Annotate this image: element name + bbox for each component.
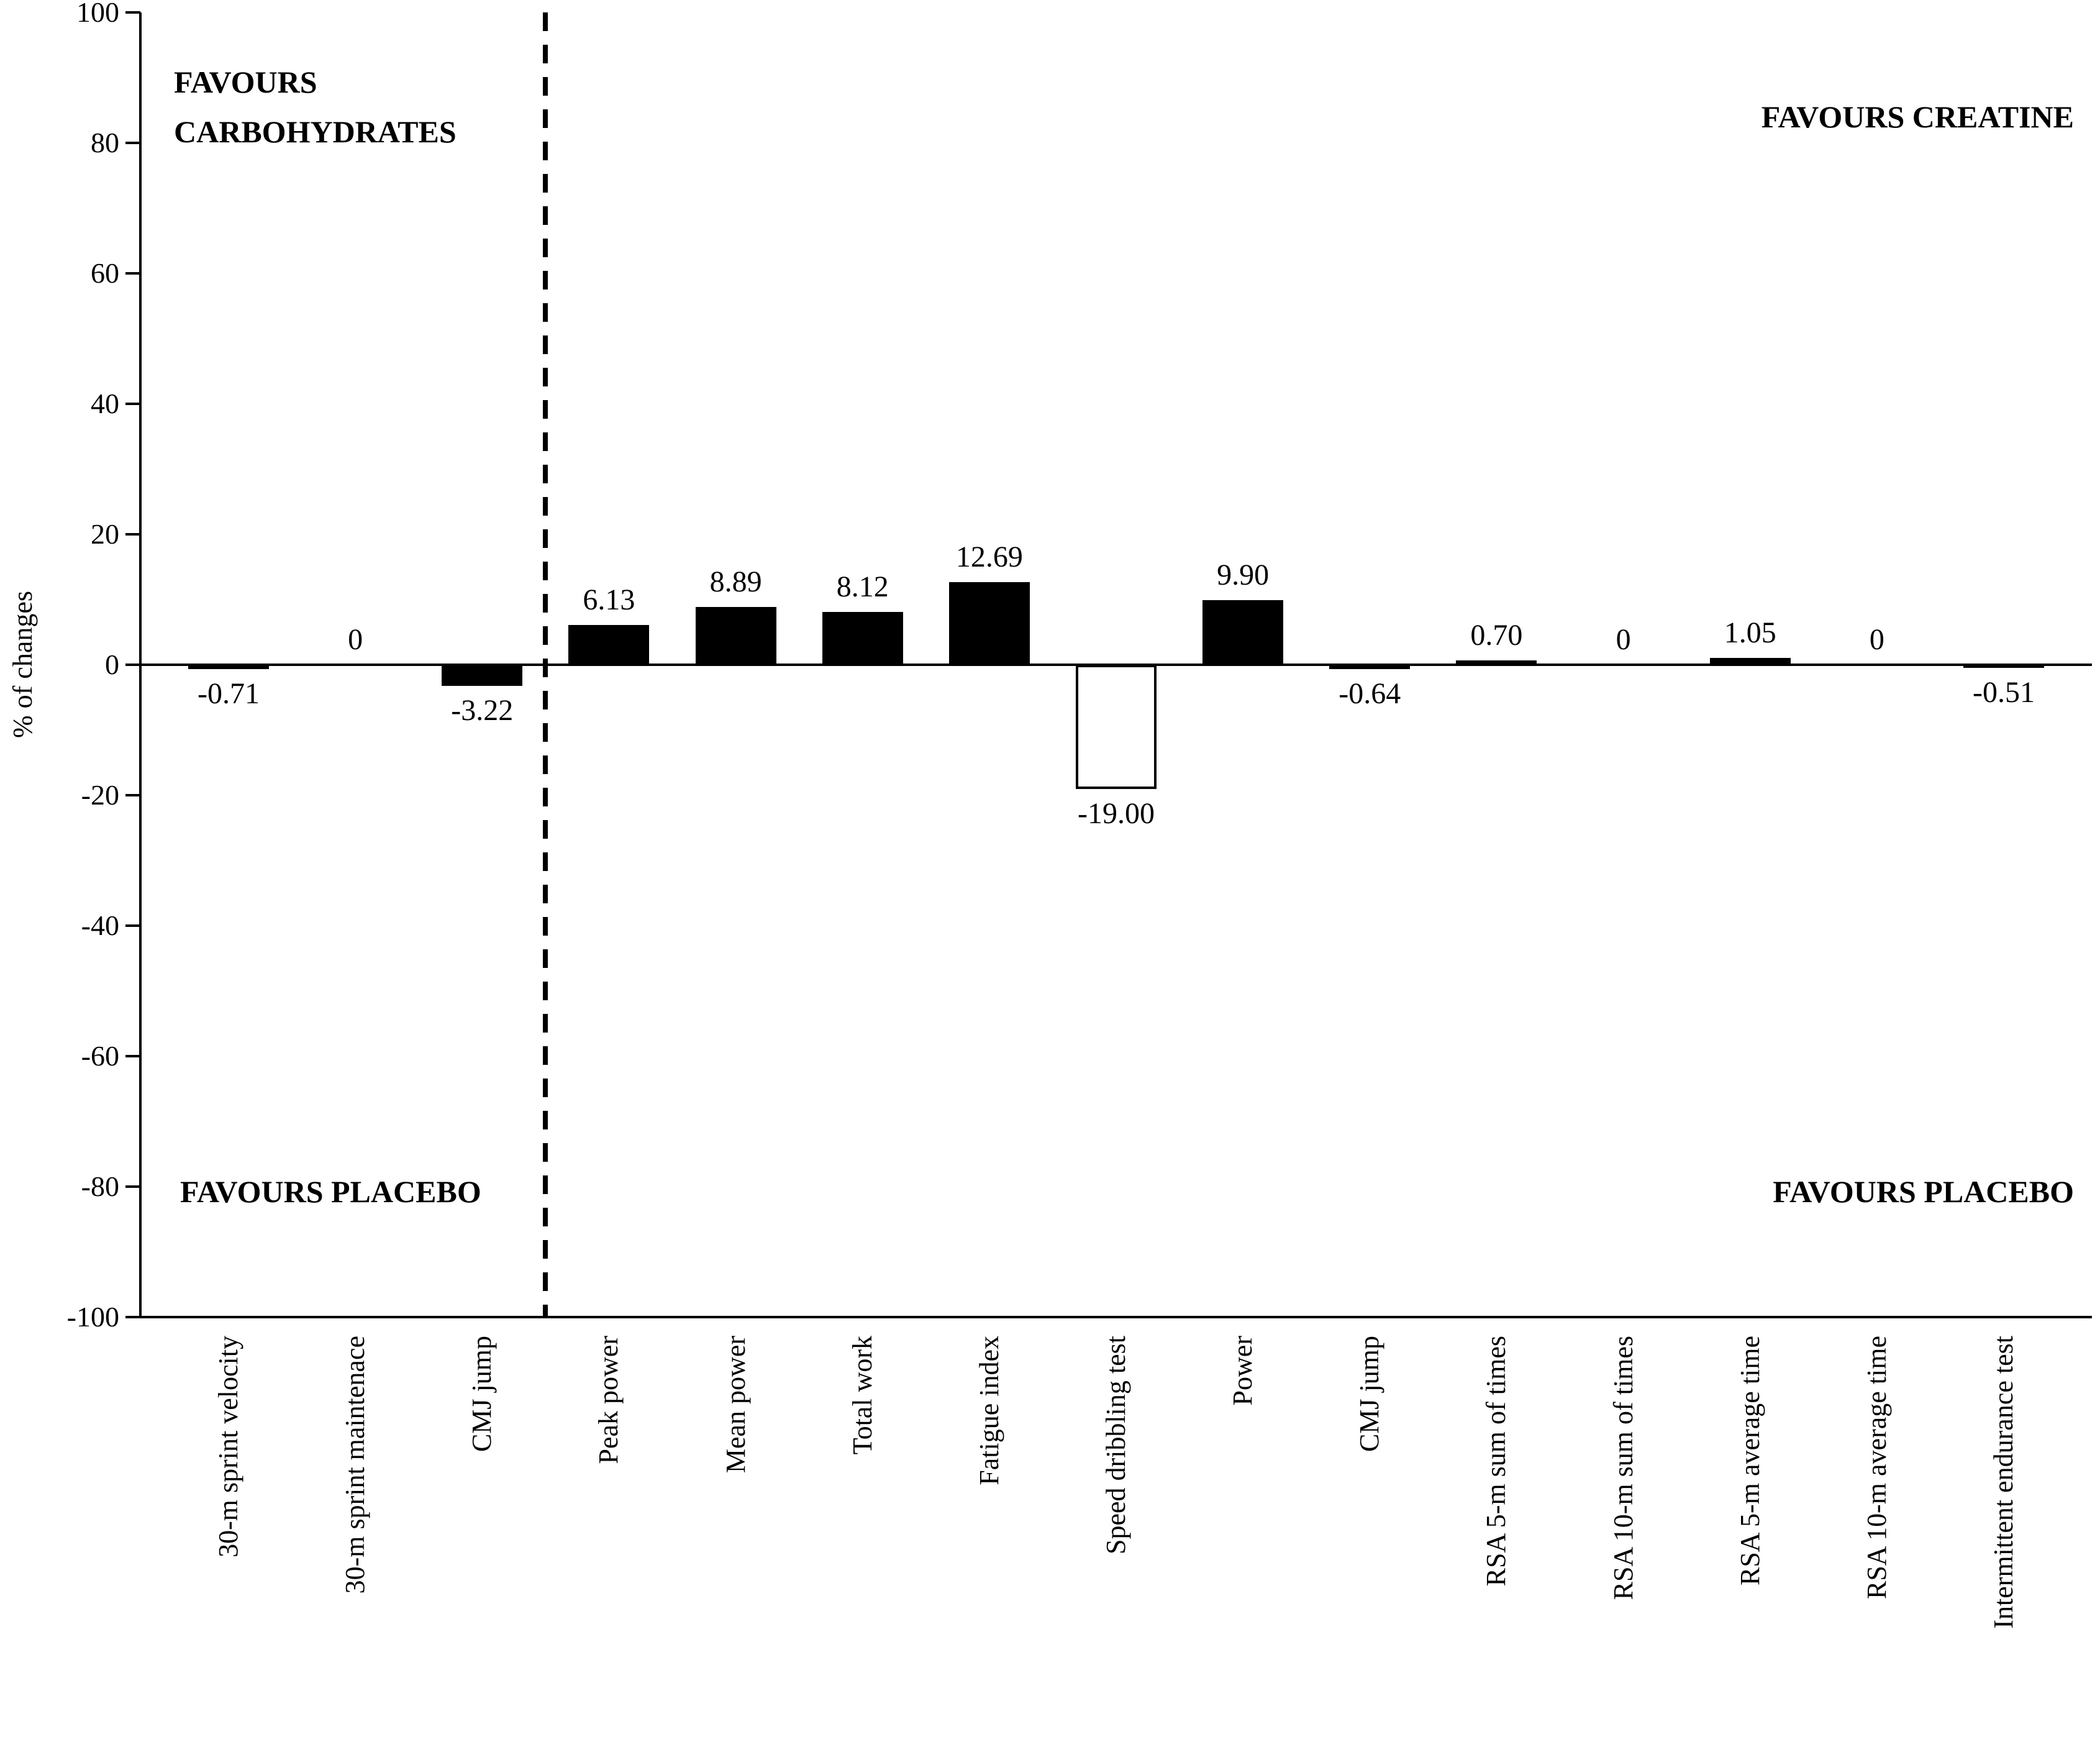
y-tick-mark [125, 533, 140, 536]
y-tick-mark [125, 1055, 140, 1057]
y-tick-label: 60 [91, 257, 119, 289]
value-label: -19.00 [1078, 796, 1155, 830]
x-category-label-text: 30-m sprint velocity [213, 1336, 243, 1558]
bar [1202, 600, 1284, 665]
x-category-label-text: CMJ jump [466, 1336, 498, 1453]
value-label: 0.70 [1470, 618, 1523, 652]
y-tick-mark [125, 11, 140, 14]
y-tick-label: -40 [81, 910, 119, 941]
y-tick-label: 0 [105, 649, 119, 680]
x-category-label-text: Mean power [720, 1336, 751, 1474]
value-label: 8.12 [836, 570, 889, 603]
x-axis-line [140, 1316, 2092, 1318]
value-label: -0.51 [1973, 676, 2035, 709]
y-tick-label: -80 [81, 1170, 119, 1202]
annotation-favours-placebo-right: FAVOURS PLACEBO [1773, 1174, 2074, 1209]
value-label: 0 [348, 623, 363, 656]
value-label: -3.22 [451, 693, 514, 727]
bar [188, 665, 269, 670]
bar [442, 665, 523, 686]
value-label: 1.05 [1724, 616, 1776, 649]
annotation-favours-carbohydrates-line2: CARBOHYDRATES [174, 114, 457, 149]
bar [1456, 660, 1537, 665]
x-category-label-text: Total work [847, 1336, 878, 1455]
x-category-label-text: Speed dribbling test [1101, 1336, 1131, 1554]
value-label: 0 [1869, 623, 1884, 656]
x-category-label-text: RSA 5-m average time [1734, 1336, 1765, 1586]
bar [822, 611, 903, 665]
value-label: -0.64 [1339, 677, 1401, 710]
y-tick-label: 20 [91, 518, 119, 550]
annotation-favours-creatine: FAVOURS CREATINE [1761, 99, 2074, 134]
annotation-favours-carbohydrates-line1: FAVOURS [174, 65, 317, 99]
y-tick-mark [125, 664, 140, 666]
x-category-label-text: RSA 5-m sum of times [1481, 1336, 1512, 1587]
x-category-label-text: Peak power [593, 1336, 624, 1464]
bar [695, 606, 776, 665]
y-tick-mark [125, 1185, 140, 1188]
y-tick-label: 80 [91, 127, 119, 158]
y-tick-label: 100 [76, 0, 119, 28]
y-tick-mark [125, 1316, 140, 1318]
bar [1329, 665, 1411, 669]
value-label: -0.71 [198, 677, 260, 711]
x-category-label-text: Fatigue index [973, 1336, 1004, 1485]
x-category-label-text: CMJ jump [1354, 1336, 1385, 1453]
y-tick-label: 40 [91, 388, 119, 419]
y-tick-label: -60 [81, 1040, 119, 1072]
bar [948, 582, 1030, 665]
y-tick-label: -100 [66, 1301, 119, 1333]
y-tick-mark [125, 403, 140, 405]
x-category-label-text: 30-m sprint maintenace [340, 1336, 371, 1594]
y-tick-label: -20 [81, 779, 119, 811]
annotation-favours-placebo-left: FAVOURS PLACEBO [180, 1174, 481, 1209]
value-label: 8.89 [709, 565, 762, 598]
x-category-label-text: Power [1227, 1336, 1258, 1406]
bar [1076, 665, 1157, 789]
annotation-favours-carbohydrates: FAVOURS CARBOHYDRATES [174, 57, 457, 157]
x-category-label-text: RSA 10-m average time [1861, 1336, 1892, 1600]
y-tick-mark [125, 272, 140, 275]
x-category-label-text: Intermittent endurance test [1988, 1336, 2019, 1629]
value-label: 0 [1616, 623, 1631, 656]
bar [1963, 665, 2044, 668]
bar [568, 624, 650, 665]
separator-dashed-line [543, 12, 548, 1317]
y-tick-mark [125, 142, 140, 144]
y-tick-mark [125, 924, 140, 927]
x-category-label-text: RSA 10-m sum of times [1607, 1336, 1639, 1600]
bar [1709, 657, 1791, 665]
value-label: 6.13 [583, 583, 635, 616]
y-tick-mark [125, 794, 140, 796]
value-label: 12.69 [955, 540, 1023, 573]
value-label: 9.90 [1217, 559, 1270, 592]
